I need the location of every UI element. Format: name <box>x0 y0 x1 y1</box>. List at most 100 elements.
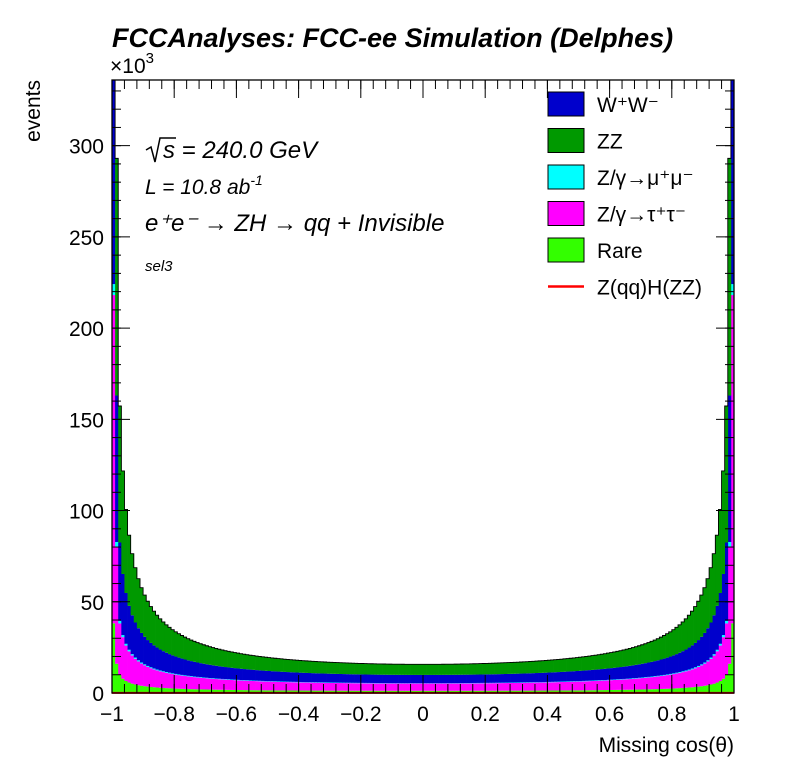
bar-0-60 <box>298 690 303 693</box>
bar-3-109 <box>450 674 455 684</box>
bar-1-159 <box>606 680 610 691</box>
bar-0-195 <box>718 681 722 693</box>
legend-swatch-4 <box>547 237 585 263</box>
y-tick-label-6: 300 <box>69 136 104 159</box>
bar-4-65 <box>314 661 318 674</box>
bar-0-102 <box>429 690 433 693</box>
bar-3-17 <box>164 652 169 673</box>
bar-3-42 <box>242 669 247 681</box>
bar-3-136 <box>534 673 539 683</box>
bar-3-159 <box>606 668 610 680</box>
bar-4-73 <box>339 662 343 674</box>
bar-4-41 <box>239 653 243 669</box>
bar-3-147 <box>569 671 573 682</box>
bar-4-54 <box>279 658 284 672</box>
bar-2-3 <box>121 635 125 638</box>
bar-0-124 <box>497 690 502 693</box>
bar-4-109 <box>450 664 455 675</box>
bar-2-14 <box>155 669 159 671</box>
bar-3-169 <box>637 664 642 678</box>
bar-0-127 <box>506 690 511 693</box>
bar-4-147 <box>569 658 573 672</box>
bar-0-160 <box>609 689 614 693</box>
bar-4-8 <box>136 578 141 629</box>
bar-0-24 <box>186 689 191 693</box>
bar-4-88 <box>385 664 390 675</box>
x-tick-label-8: 0.6 <box>595 703 624 726</box>
bar-1-25 <box>189 676 194 690</box>
bar-1-155 <box>594 680 598 691</box>
bar-0-106 <box>441 690 446 693</box>
bar-0-134 <box>528 690 533 693</box>
bar-1-131 <box>519 682 523 691</box>
bar-0-83 <box>370 690 374 693</box>
bar-0-173 <box>650 689 654 693</box>
bar-4-151 <box>581 656 586 671</box>
bar-4-173 <box>650 641 654 662</box>
bar-4-138 <box>541 660 545 673</box>
bar-4-186 <box>690 611 694 646</box>
bar-1-143 <box>556 682 561 691</box>
bar-1-115 <box>469 683 474 691</box>
bar-3-68 <box>323 673 327 683</box>
bar-1-163 <box>618 679 623 690</box>
bar-0-175 <box>656 689 660 693</box>
bar-1-154 <box>590 681 595 691</box>
bar-0-189 <box>699 686 704 693</box>
bar-3-116 <box>472 674 477 683</box>
bar-4-190 <box>702 587 707 633</box>
bar-1-39 <box>233 680 237 690</box>
bar-0-109 <box>450 690 455 693</box>
bar-1-140 <box>547 682 551 691</box>
y-tick-label-2: 100 <box>69 501 104 524</box>
bar-4-35 <box>220 649 225 667</box>
bar-3-50 <box>267 671 271 682</box>
bar-0-29 <box>202 689 206 693</box>
bar-4-169 <box>637 645 642 665</box>
bar-0-116 <box>472 690 477 693</box>
bar-1-194 <box>715 651 719 683</box>
bar-0-190 <box>702 685 707 693</box>
bar-0-92 <box>398 690 402 693</box>
bar-1-170 <box>640 678 645 690</box>
bar-0-98 <box>416 690 421 693</box>
y-axis-multiplier: ×103 <box>110 50 154 78</box>
bar-3-49 <box>264 670 268 682</box>
bar-3-30 <box>205 664 209 678</box>
bar-4-134 <box>528 661 533 674</box>
bar-4-156 <box>597 654 601 670</box>
bar-4-105 <box>438 664 443 675</box>
bar-0-139 <box>544 690 548 693</box>
bar-1-189 <box>699 665 704 687</box>
bar-3-140 <box>547 672 551 682</box>
bar-4-64 <box>311 661 315 674</box>
bar-4-153 <box>587 656 592 671</box>
bar-4-97 <box>413 664 418 675</box>
bar-2-189 <box>699 664 704 666</box>
bar-4-165 <box>625 649 629 667</box>
bar-4-42 <box>242 654 247 670</box>
bar-4-103 <box>432 664 436 675</box>
x-tick-label-6: 0.2 <box>471 703 500 726</box>
bar-3-24 <box>186 660 191 676</box>
bar-2-17 <box>164 672 169 673</box>
bar-1-3 <box>121 637 125 679</box>
bar-3-81 <box>363 674 368 683</box>
bar-1-192 <box>709 658 713 685</box>
bar-2-11 <box>146 665 150 667</box>
bar-0-40 <box>236 690 240 693</box>
bar-3-89 <box>388 674 393 684</box>
bar-3-105 <box>438 674 443 684</box>
x-axis-title: Missing cos(θ) <box>599 734 734 757</box>
bar-3-94 <box>404 674 408 684</box>
bar-3-74 <box>342 674 346 683</box>
bar-3-132 <box>522 673 526 683</box>
bar-4-29 <box>202 644 206 664</box>
bar-1-14 <box>155 670 159 688</box>
bar-3-103 <box>432 674 436 684</box>
bar-0-142 <box>553 690 558 693</box>
bar-0-145 <box>562 690 567 693</box>
bar-1-186 <box>690 669 694 688</box>
bar-0-172 <box>646 689 651 693</box>
bar-4-194 <box>715 535 719 606</box>
